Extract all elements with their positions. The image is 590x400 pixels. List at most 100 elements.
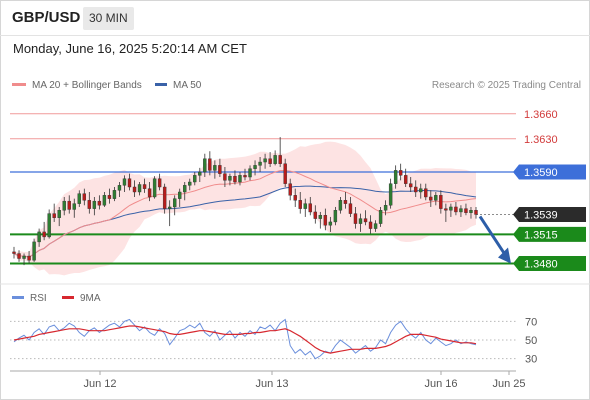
candle-up [32, 241, 36, 261]
candle-up [459, 208, 463, 213]
candle-down [474, 210, 478, 215]
candle-up [469, 210, 473, 213]
candle-down [293, 195, 297, 201]
rsi-level-label: 30 [525, 354, 537, 366]
rsi-level-label: 50 [525, 335, 537, 347]
candle-up [72, 203, 76, 210]
candle-down [414, 186, 418, 193]
level-label-resistance: 1.3660 [524, 109, 558, 121]
level-label-support: 1.3480 [524, 259, 558, 271]
candle-down [464, 208, 468, 213]
level-tag-support [513, 226, 586, 242]
candle-up [112, 190, 117, 199]
candle-down [403, 175, 408, 184]
level-label-pivot: 1.3590 [524, 167, 558, 179]
candle-up [152, 178, 157, 198]
candle-down [127, 178, 132, 188]
candle-up [378, 210, 383, 224]
candle-down [17, 253, 21, 259]
candle-up [203, 158, 207, 173]
candle-down [439, 195, 443, 209]
legend-label-rsi: RSI [30, 293, 47, 304]
candle-down [343, 200, 348, 204]
candle-down [278, 155, 282, 164]
candle-up [253, 165, 257, 169]
candle-up [434, 195, 438, 201]
candle-down [444, 208, 448, 211]
candle-up [37, 231, 41, 243]
chart-header: GBP/USD 30 MIN [0, 0, 590, 36]
legend-item-rsi-ma: 9MA [62, 293, 101, 304]
candle-up [238, 175, 242, 183]
candle-down [268, 158, 272, 164]
rsi-panel: 70 50 30 [10, 316, 537, 366]
candle-down [12, 251, 16, 254]
candle-down [368, 221, 373, 229]
candle-down [409, 183, 413, 188]
candle-up [117, 185, 122, 191]
rsi-level-label: 70 [525, 316, 537, 328]
candle-up [172, 198, 177, 208]
candle-up [183, 185, 187, 193]
candle-up [303, 203, 307, 209]
price-levels [10, 113, 516, 265]
candle-up [419, 188, 423, 193]
level-label-last: 1.3539 [524, 209, 558, 221]
candle-up [22, 255, 26, 259]
candle-up [328, 221, 333, 226]
candle-down [313, 211, 318, 219]
candle-down [223, 173, 227, 181]
forecast-arrow [478, 215, 511, 264]
candle-down [233, 175, 237, 183]
legend-label-rsi-ma: 9MA [80, 293, 101, 304]
candle-up [47, 213, 51, 238]
rsi-ma-line [13, 325, 477, 354]
rsi-line [13, 318, 477, 360]
forecast-arrow-shaft [478, 215, 507, 256]
candle-down [87, 200, 92, 209]
candle-down [147, 188, 152, 198]
candle-down [454, 206, 458, 213]
candle-up [178, 191, 182, 199]
rsi-swatch-icon [12, 295, 24, 299]
level-tag-support [513, 256, 586, 272]
timeframe-badge[interactable]: 30 MIN [83, 7, 134, 30]
candle-down [348, 203, 353, 214]
candle-up [393, 170, 398, 184]
candle-up [383, 205, 388, 211]
candle-down [208, 158, 212, 171]
legend-item-rsi: RSI [12, 293, 47, 304]
candle-down [298, 200, 302, 209]
candle-down [424, 188, 428, 198]
level-label-support: 1.3515 [524, 229, 558, 241]
candle-down [398, 170, 403, 176]
candle-up [338, 200, 343, 211]
forecast-arrow-head [498, 247, 511, 264]
candle-down [353, 213, 358, 224]
candle-up [248, 168, 252, 178]
candle-down [82, 193, 87, 201]
symbol-title: GBP/USD [12, 9, 81, 26]
copyright-text: Research © 2025 Trading Central [431, 80, 581, 91]
candle-up [167, 206, 172, 209]
candle-down [308, 203, 312, 213]
candle-up [57, 210, 61, 218]
candle-up [198, 171, 202, 176]
candle-up [62, 200, 66, 211]
candle-up [213, 165, 217, 171]
ma50-swatch-icon [155, 82, 167, 86]
candle-up [188, 181, 192, 186]
header-divider [0, 35, 590, 36]
x-tick-label: Jun 13 [255, 378, 288, 390]
candle-up [137, 184, 142, 193]
candle-up [228, 175, 232, 181]
price-tags: 1.3660 1.3630 1.3590 1.3539 1.3515 1.3480 [513, 109, 586, 272]
legend-item-ma20: MA 20 + Bollinger Bands [12, 80, 142, 91]
candle-down [97, 200, 102, 206]
candle-down [288, 183, 292, 196]
candle-down [162, 186, 167, 209]
candle-up [193, 175, 197, 183]
candle-down [243, 175, 247, 178]
candle-down [218, 165, 222, 174]
